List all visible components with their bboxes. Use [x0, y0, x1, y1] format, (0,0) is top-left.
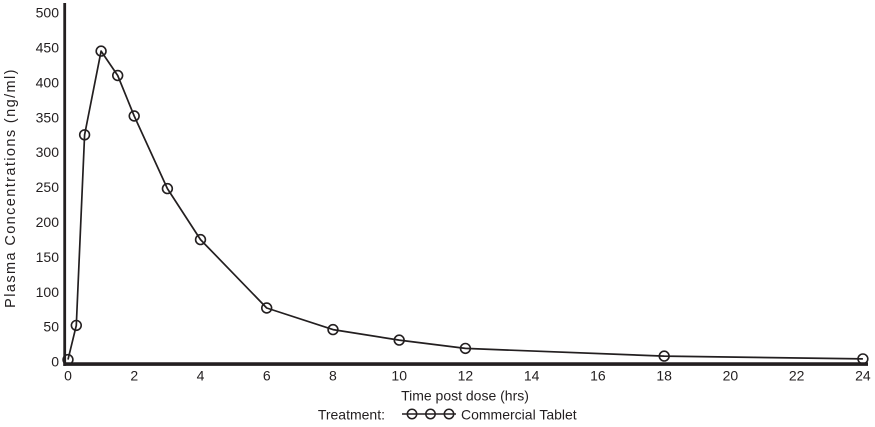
x-tick-label: 10 — [391, 368, 407, 384]
y-tick-label: 150 — [36, 249, 60, 265]
y-tick-label: 400 — [36, 74, 60, 90]
data-point-marker — [78, 129, 91, 141]
y-tick-label: 200 — [36, 214, 60, 230]
series-line — [67, 50, 863, 360]
x-tick-label: 16 — [590, 368, 606, 384]
data-point-marker — [70, 319, 83, 332]
y-tick-label: 100 — [36, 284, 60, 300]
y-axis-title: Plasma Concentrations (ng/ml) — [3, 68, 19, 308]
data-point-marker — [658, 350, 670, 362]
x-tick-label: 6 — [263, 368, 271, 384]
data-point-marker — [62, 353, 74, 366]
data-point-marker — [111, 69, 124, 82]
data-point-marker — [857, 353, 869, 365]
x-tick-label: 14 — [524, 368, 540, 384]
y-tick-label: 0 — [51, 354, 59, 370]
data-point-marker — [95, 45, 107, 57]
x-tick-label: 20 — [723, 368, 739, 384]
data-point-marker — [393, 334, 405, 346]
x-axis-title: Time post dose (hrs) — [401, 388, 529, 404]
x-tick-label: 0 — [64, 368, 72, 384]
legend-symbol — [402, 408, 456, 420]
data-point-marker — [194, 233, 207, 246]
x-tick-label: 18 — [656, 368, 672, 384]
data-point-marker — [261, 302, 273, 314]
legend-marker-circle — [443, 408, 455, 420]
data-point-marker — [459, 342, 472, 355]
legend-marker-circle — [425, 408, 436, 420]
x-tick-label: 2 — [130, 368, 138, 384]
y-tick-label: 50 — [43, 319, 59, 335]
data-point-marker — [161, 182, 174, 195]
legend-entry-label: Commercial Tablet — [461, 407, 577, 423]
y-tick-label: 250 — [36, 179, 60, 195]
y-tick-label: 500 — [36, 5, 60, 21]
y-tick-label: 450 — [36, 40, 60, 56]
x-tick-label: 22 — [789, 368, 805, 384]
y-tick-label: 300 — [36, 144, 60, 160]
legend-treatment-label: Treatment: — [318, 407, 385, 423]
data-point-marker — [327, 323, 339, 336]
x-tick-label: 8 — [329, 368, 337, 384]
x-tick-label: 24 — [855, 368, 871, 384]
legend-marker-circle — [406, 408, 418, 420]
y-tick-label: 350 — [36, 109, 60, 125]
data-point-marker — [128, 110, 140, 122]
x-tick-label: 12 — [458, 368, 474, 384]
x-tick-label: 4 — [197, 368, 205, 384]
series-layer — [62, 45, 869, 366]
